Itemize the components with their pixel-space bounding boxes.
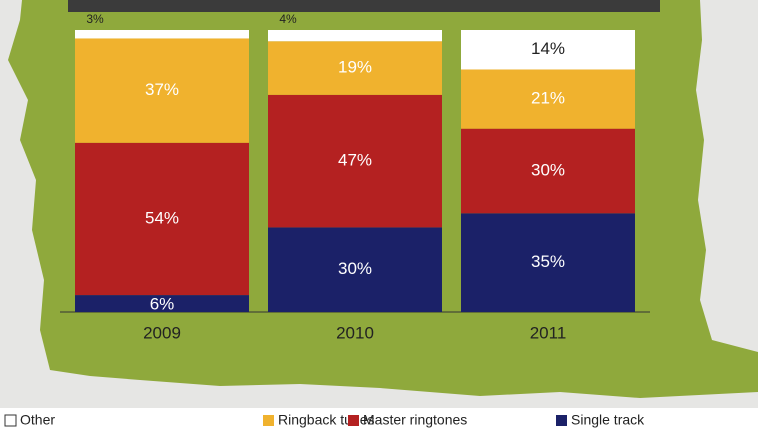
legend-strip bbox=[0, 408, 758, 432]
legend-swatch bbox=[348, 415, 359, 426]
bar-segment bbox=[75, 142, 249, 296]
bar-segment bbox=[75, 38, 249, 143]
legend-label: Master ringtones bbox=[363, 412, 467, 428]
value-label: 37% bbox=[145, 80, 179, 99]
x-tick-label: 2010 bbox=[336, 323, 374, 342]
x-tick-label: 2009 bbox=[143, 323, 181, 342]
legend-label: Single track bbox=[571, 412, 645, 428]
value-label: 19% bbox=[338, 58, 372, 77]
value-label: 6% bbox=[150, 295, 175, 314]
value-label: 30% bbox=[338, 259, 372, 278]
bar-segment bbox=[75, 30, 249, 39]
bar-segment bbox=[75, 295, 249, 312]
bar-segment bbox=[461, 128, 635, 214]
bar-segment bbox=[268, 94, 442, 228]
legend-label: Ringback tunes bbox=[278, 412, 375, 428]
value-label: 30% bbox=[531, 160, 565, 179]
header-bar bbox=[68, 0, 660, 12]
legend-swatch bbox=[4, 414, 17, 427]
bar-segment bbox=[268, 30, 442, 42]
bar-segment bbox=[461, 213, 635, 312]
x-tick-label: 2011 bbox=[530, 323, 567, 342]
bar-segment bbox=[461, 69, 635, 129]
value-label: 3% bbox=[86, 12, 104, 26]
value-label: 35% bbox=[531, 252, 565, 271]
value-label: 47% bbox=[338, 151, 372, 170]
bar-segment bbox=[268, 41, 442, 95]
value-label: 21% bbox=[531, 89, 565, 108]
bar-segment bbox=[268, 227, 442, 312]
legend-swatch bbox=[556, 415, 567, 426]
value-label: 14% bbox=[531, 39, 565, 58]
value-label: 54% bbox=[145, 208, 179, 227]
value-label: 4% bbox=[279, 12, 297, 26]
legend-label: Other bbox=[20, 412, 55, 428]
bar-segment bbox=[461, 30, 635, 70]
legend-swatch bbox=[263, 415, 274, 426]
